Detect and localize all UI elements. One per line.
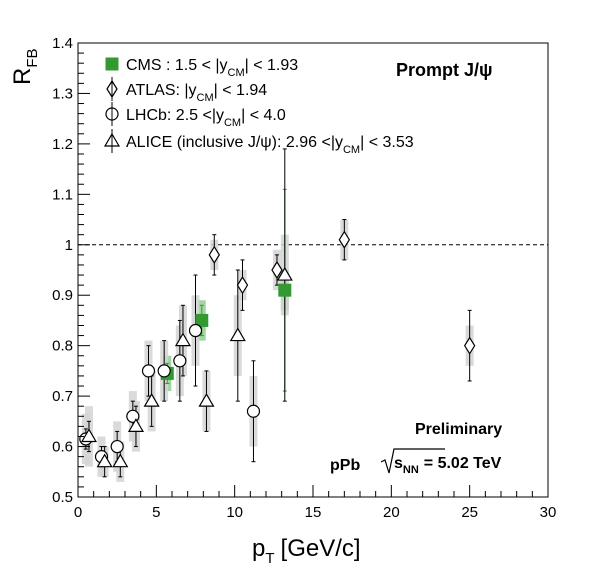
atlas-data-point [208,245,221,264]
x-axis-title: pT [GeV/c] [252,535,361,567]
y-tick-label: 0.7 [52,388,73,405]
energy-subscript: NN [403,464,419,476]
y-tick-label: 0.6 [52,439,73,456]
alice-data-point [198,392,215,407]
alice-data-point [174,332,192,347]
energy-value: = 5.02 TeV [424,455,502,472]
y-axis-title-sub: FB [24,48,41,67]
legend-entry-text: CMS : 1.5 < |y [126,57,228,74]
y-tick-label: 0.9 [52,287,73,304]
legend-entry-text: ALICE (inclusive J/ψ): 2.96 <|y [126,134,343,151]
legend-entry-sub: CM [197,92,214,104]
x-axis-title-main: p [252,535,265,562]
y-axis-title-main: R [9,68,36,85]
collision-system: pPb [330,457,360,474]
legend-entry-tail: | < 1.93 [245,57,299,74]
cms-data-point [278,283,292,297]
x-tick-label: 30 [540,504,557,521]
x-tick-label: 10 [226,504,243,521]
energy-label: sNN = 5.02 TeV [394,455,502,476]
data-markers [79,230,476,468]
x-tick-label: 0 [74,504,82,521]
lhcb-data-point [173,354,187,368]
alice-data-point [112,453,129,468]
systematic-bands [81,219,474,482]
atlas-data-point [236,276,249,295]
y-tick-label: 1.3 [52,85,73,102]
legend-entry-label: ALICE (inclusive J/ψ): 2.96 <|yCM| < 3.5… [126,134,414,156]
legend-entry-sub: CM [228,67,245,79]
atlas-data-point [463,336,476,355]
x-axis-title-sub: T [265,550,274,567]
legend-entry-sub: CM [343,144,360,156]
alice-data-point [276,266,293,281]
legend-entry-label: LHCb: 2.5 <|yCM| < 4.0 [126,107,286,129]
alice-data-point [143,392,160,407]
preliminary-label: Preliminary [415,421,502,438]
tick-labels: 0 5 10 15 20 25 30 0.5 0.6 0.7 0.8 0.9 1 1.1 1.2 1.3 1.4 [52,35,556,521]
y-tick-label: 0.8 [52,338,73,355]
alice-data-point [229,327,246,342]
legend-entry-tail: | < 1.94 [214,82,268,99]
lhcb-data-point [141,364,156,378]
atlas-data-point [338,230,351,249]
x-tick-label: 5 [152,504,160,521]
legend-entry-tail: | < 3.53 [360,134,414,151]
alice-data-point [96,453,113,468]
lhcb-data-point [110,439,124,454]
y-tick-label: 1.1 [52,186,73,203]
y-tick-label: 1.2 [52,136,73,153]
sqrt-sign [380,448,445,474]
alice-data-point [80,428,98,443]
energy-symbol: s [394,455,403,472]
y-tick-label: 1 [65,237,73,254]
axis-ticks [77,42,549,498]
lhcb-data-point [188,323,203,338]
legend-entry-text: LHCb: 2.5 <|y [126,107,224,124]
x-tick-label: 20 [383,504,400,521]
x-tick-label: 15 [305,504,322,521]
legend-marker [105,57,119,71]
cms-data-point [195,313,209,327]
legend-entry-text: ATLAS: |y [126,82,197,99]
atlas-data-point [271,260,283,280]
lhcb-data-point [157,364,171,378]
chart-title: Prompt J/ψ [396,60,493,80]
x-tick-label: 25 [461,504,478,521]
legend-entry-label: CMS : 1.5 < |yCM| < 1.93 [126,57,298,79]
x-axis-title-unit: [GeV/c] [281,535,361,562]
lhcb-data-point [246,404,261,418]
y-axis-title: RFB [9,48,41,85]
alice-data-point [127,418,145,432]
legend-entry-tail: | < 4.0 [241,107,286,124]
legend-entry-label: ATLAS: |yCM| < 1.94 [126,82,267,104]
y-tick-label: 0.5 [52,489,73,506]
legend-entry-sub: CM [224,117,241,129]
stat-error-bars [83,148,472,478]
y-tick-label: 1.4 [52,35,73,52]
